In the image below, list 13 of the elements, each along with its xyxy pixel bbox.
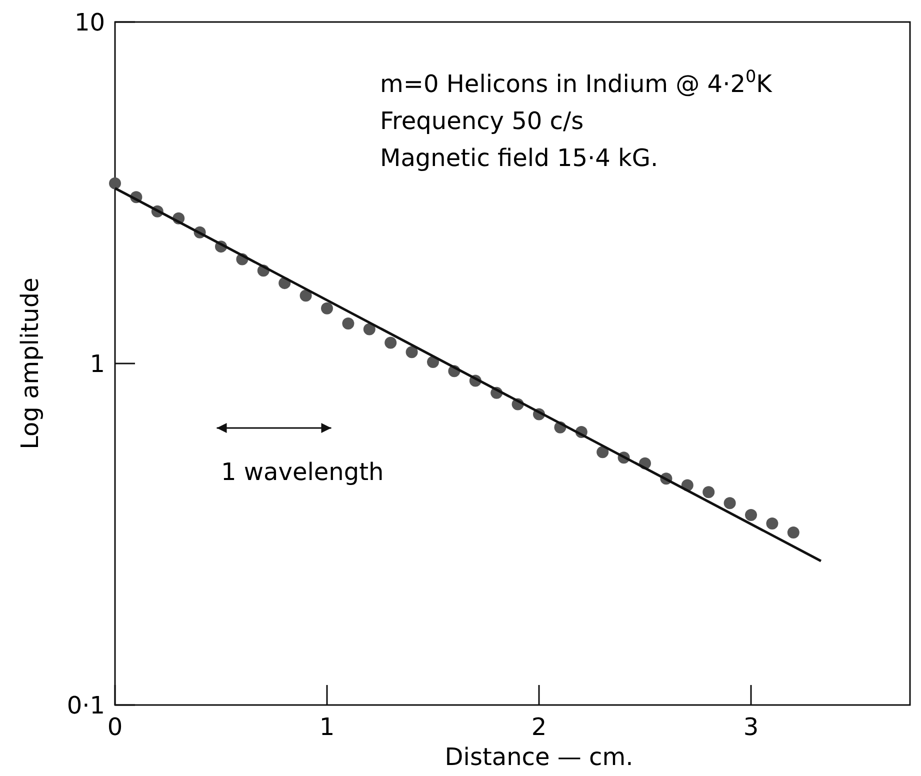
y-axis-title: Log amplitude bbox=[16, 278, 44, 450]
x-axis-title: Distance — cm. bbox=[444, 743, 634, 771]
annotation: 1 wavelength bbox=[221, 458, 384, 486]
x-tick-label: 3 bbox=[743, 713, 759, 741]
x-tick-label: 1 bbox=[319, 713, 335, 741]
y-tick-label: 1 bbox=[90, 350, 105, 378]
annotation: Frequency 50 c/s bbox=[380, 107, 584, 135]
x-tick-label: 2 bbox=[531, 713, 547, 741]
annotation: m=0 Helicons in Indium @ 4·2$^{0}$K bbox=[380, 66, 774, 98]
annotation: Magnetic field 15·4 kG. bbox=[380, 144, 658, 172]
y-tick-label: 0·1 bbox=[66, 691, 105, 720]
x-tick-label: 0 bbox=[107, 713, 123, 741]
y-tick-label: 10 bbox=[74, 8, 105, 36]
